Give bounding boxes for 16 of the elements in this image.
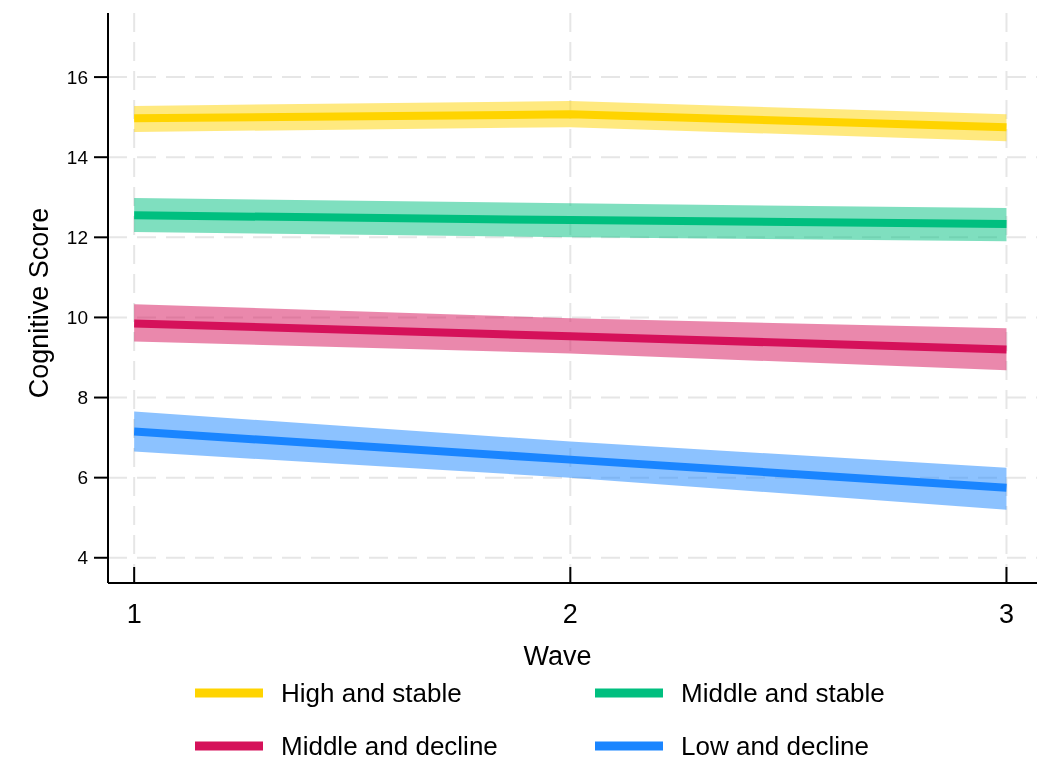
x-tick-label: 2	[562, 599, 578, 629]
legend-label: Middle and stable	[681, 678, 885, 709]
y-tick-label: 10	[66, 307, 88, 329]
x-tick-label: 1	[126, 599, 142, 629]
y-tick-label: 8	[77, 387, 88, 409]
legend-label: Middle and decline	[281, 731, 498, 762]
legend-label: Low and decline	[681, 731, 869, 762]
y-axis-title: Cognitive Score	[24, 207, 54, 399]
legend-label: High and stable	[281, 678, 462, 709]
y-tick-label: 4	[77, 547, 89, 569]
x-axis-title: Wave	[523, 641, 592, 671]
y-tick-label: 6	[77, 467, 88, 489]
y-tick-label: 14	[66, 146, 89, 168]
x-tick-label: 3	[998, 599, 1014, 629]
y-tick-label: 16	[66, 66, 88, 88]
y-tick-label: 12	[66, 226, 88, 248]
